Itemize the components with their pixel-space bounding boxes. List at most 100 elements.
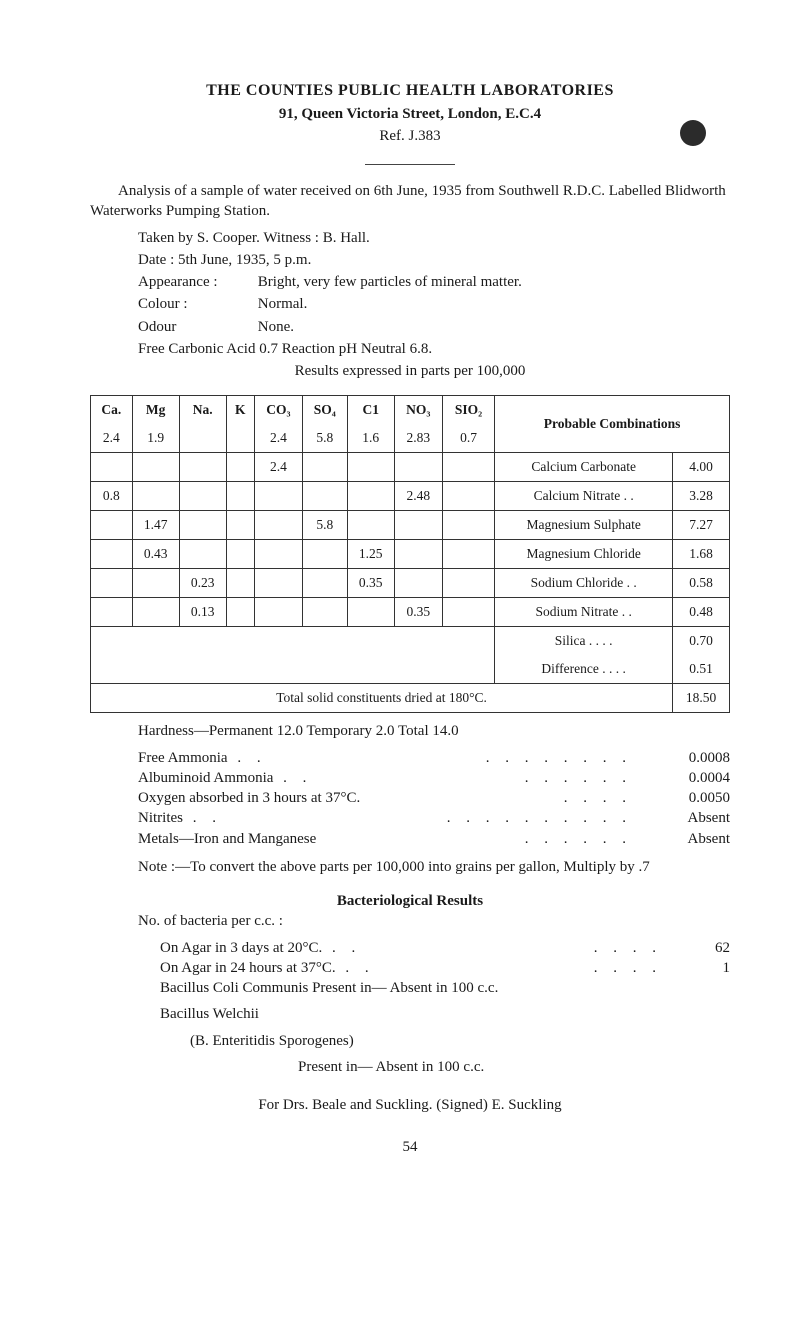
cell (226, 540, 254, 569)
cell (302, 540, 347, 569)
ink-stamp (680, 120, 706, 146)
cell (254, 482, 302, 511)
bact-block: No. of bacteria per c.c. : On Agar in 3 … (138, 911, 730, 1077)
bact-value: 1 (670, 958, 730, 978)
table-row: 1.47 5.8 Magnesium Sulphate 7.27 (91, 511, 730, 540)
cell: 2.4 (254, 453, 302, 482)
colour-value: Normal. (258, 296, 308, 312)
cell (91, 511, 133, 540)
total-solids-caption: Total solid constituents dried at 180°C. (91, 684, 673, 713)
sample-details: Taken by S. Cooper. Witness : B. Hall. D… (138, 228, 730, 382)
cell (442, 453, 494, 482)
cell: 0.35 (347, 569, 394, 598)
col-k: K (226, 396, 254, 425)
combo-label: Calcium Nitrate . . (495, 482, 673, 511)
cell (226, 453, 254, 482)
cell: 1.25 (347, 540, 394, 569)
leader-dots: . . . . (586, 958, 670, 978)
table-row: 0.13 0.35 Sodium Nitrate . . 0.48 (91, 598, 730, 627)
combo-label: Magnesium Sulphate (495, 511, 673, 540)
empty-span (91, 627, 495, 684)
combo-value: 3.28 (673, 482, 730, 511)
table-row: 0.43 1.25 Magnesium Chloride 1.68 (91, 540, 730, 569)
bact-row: On Agar in 24 hours at 37°C. . . . . 1 (138, 958, 730, 978)
difference-value: 0.51 (673, 655, 730, 684)
combo-label: Sodium Chloride . . (495, 569, 673, 598)
cell (302, 598, 347, 627)
cell (91, 540, 133, 569)
list-item: Albuminoid Ammonia . . . . . . 0.0004 (138, 768, 730, 788)
item-value: Absent (640, 829, 730, 849)
leader-dots: . . . . . . (517, 768, 640, 788)
table-row: 0.8 2.48 Calcium Nitrate . . 3.28 (91, 482, 730, 511)
cell (254, 540, 302, 569)
sample-date: Date : 5th June, 1935, 5 p.m. (138, 250, 730, 270)
col-na: Na. (179, 396, 226, 425)
cell (226, 569, 254, 598)
cell (91, 569, 133, 598)
item-value: Absent (640, 808, 730, 828)
combo-value: 1.68 (673, 540, 730, 569)
cell (254, 598, 302, 627)
cell (347, 511, 394, 540)
divider (365, 164, 455, 165)
cell (226, 598, 254, 627)
cell: 2.48 (394, 482, 442, 511)
cell: 1.6 (347, 424, 394, 453)
cell: 0.13 (179, 598, 226, 627)
cell: 2.83 (394, 424, 442, 453)
col-co3: CO₃ (254, 396, 302, 425)
colour-row: Colour : Normal. (138, 294, 730, 314)
cell (347, 482, 394, 511)
total-solids-value: 18.50 (673, 684, 730, 713)
cell (302, 569, 347, 598)
colour-label: Colour : (138, 294, 254, 314)
cell (179, 540, 226, 569)
leader-dots: . . . . . . (517, 829, 640, 849)
analysis-table: Ca. Mg Na. K CO₃ SO₄ C1 NO₃ SIO₂ Probabl… (90, 395, 730, 713)
odour-label: Odour (138, 317, 254, 337)
cell (347, 453, 394, 482)
cell (179, 453, 226, 482)
cell (394, 540, 442, 569)
page-number: 54 (90, 1137, 730, 1157)
bact-no-line: No. of bacteria per c.c. : (138, 911, 730, 931)
leader-dots: . . . . . . . . . . (439, 808, 640, 828)
leader-dots: . . . . (586, 938, 670, 958)
cell (226, 482, 254, 511)
appearance-label: Appearance : (138, 272, 254, 292)
cell (226, 511, 254, 540)
cell (132, 569, 179, 598)
lab-name: THE COUNTIES PUBLIC HEALTH LABORATORIES (90, 80, 730, 102)
item-value: 0.0008 (640, 748, 730, 768)
silica-label: Silica . . . . (495, 627, 673, 656)
item-label: Albuminoid Ammonia (138, 768, 517, 788)
cell (132, 482, 179, 511)
combo-value: 0.48 (673, 598, 730, 627)
odour-row: Odour None. (138, 317, 730, 337)
cell (302, 482, 347, 511)
bact-value: 62 (670, 938, 730, 958)
cell (394, 453, 442, 482)
cell (91, 453, 133, 482)
cell (394, 569, 442, 598)
intro-para: Analysis of a sample of water received o… (90, 181, 730, 222)
combo-value: 4.00 (673, 453, 730, 482)
cell (442, 569, 494, 598)
col-sio2: SIO₂ (442, 396, 494, 425)
col-ca: Ca. (91, 396, 133, 425)
cell (442, 540, 494, 569)
leader-dots: . . . . . . . . (478, 748, 640, 768)
item-value: 0.0050 (640, 788, 730, 808)
col-mg: Mg (132, 396, 179, 425)
difference-label: Difference . . . . (495, 655, 673, 684)
odour-value: None. (258, 319, 294, 335)
silica-value: 0.70 (673, 627, 730, 656)
cell (302, 453, 347, 482)
cell (179, 424, 226, 453)
cell: 5.8 (302, 424, 347, 453)
probable-combinations-header: Probable Combinations (495, 396, 730, 453)
table-header-row: Ca. Mg Na. K CO₃ SO₄ C1 NO₃ SIO₂ Probabl… (91, 396, 730, 425)
cell (179, 511, 226, 540)
combo-label: Sodium Nitrate . . (495, 598, 673, 627)
